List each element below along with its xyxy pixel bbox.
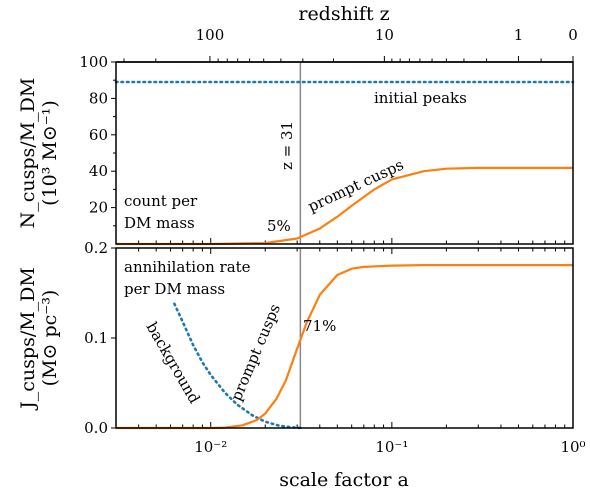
- top-annotation-line1: count per: [124, 192, 198, 210]
- top-marker-label: 5%: [267, 217, 291, 235]
- x-tick-label: 10⁻¹: [375, 438, 408, 456]
- x-axis-label: scale factor a: [279, 469, 409, 491]
- background-line: [173, 302, 304, 430]
- top-panel: 20 40 60 80 100 initial peaks prompt cusps c…: [17, 53, 575, 246]
- prompt-cusps-label-bottom: prompt cusps: [227, 301, 284, 403]
- bottom-marker-label: 71%: [303, 317, 336, 335]
- bottom-annotation-line1: annihilation rate: [124, 258, 251, 276]
- y-tick-label: 40: [89, 162, 108, 180]
- y-tick-label: 0.1: [84, 329, 108, 347]
- top-tick-label: 10: [375, 26, 394, 44]
- prompt-cusps-label-top: prompt cusps: [305, 156, 406, 216]
- prompt-cusps-line-top: [116, 166, 573, 246]
- prompt-cusps-line-bottom: [116, 264, 573, 430]
- top-panel-ticks: 20 40 60 80 100: [79, 53, 574, 244]
- top-tick-label: 1: [514, 26, 524, 44]
- background-label: background: [143, 319, 204, 407]
- top-tick-label: 0: [568, 26, 578, 44]
- bottom-annotation-line2: per DM mass: [124, 280, 225, 298]
- top-y-label-line1: N_cusps/M_DM: [17, 78, 39, 229]
- top-y-axis-label: N_cusps/M_DM (10³ M⊙⁻¹): [17, 78, 61, 229]
- x-tick-label: 10⁰: [560, 438, 585, 456]
- bottom-y-label-line2: (M⊙ pc⁻³): [39, 290, 61, 387]
- initial-peaks-label: initial peaks: [374, 89, 467, 107]
- top-annotation-line2: DM mass: [124, 214, 195, 232]
- top-tick-label: 100: [196, 26, 225, 44]
- y-tick-label: 100: [79, 53, 108, 71]
- y-tick-label: 20: [89, 199, 108, 217]
- bottom-panel: 0.0 0.1 0.2 10⁻² 10⁻¹ 10⁰ background prompt c…: [17, 239, 586, 456]
- top-panel-frame: [115, 61, 574, 245]
- y-tick-label: 0.0: [84, 419, 108, 437]
- top-axis-ticks: 100 10 1 0: [116, 26, 578, 63]
- top-axis-label: redshift z: [298, 3, 389, 25]
- top-y-label-line2: (10³ M⊙⁻¹): [39, 100, 61, 206]
- bottom-y-axis-label: J_cusps/M_DM (M⊙ pc⁻³): [17, 267, 61, 411]
- y-tick-label: 60: [89, 126, 108, 144]
- x-tick-label: 10⁻²: [194, 438, 227, 456]
- bottom-panel-frame: [115, 247, 574, 429]
- y-tick-label: 80: [89, 89, 108, 107]
- vline-label: z = 31: [278, 121, 296, 170]
- bottom-y-label-line1: J_cusps/M_DM: [17, 267, 39, 411]
- y-tick-label: 0.2: [84, 239, 108, 257]
